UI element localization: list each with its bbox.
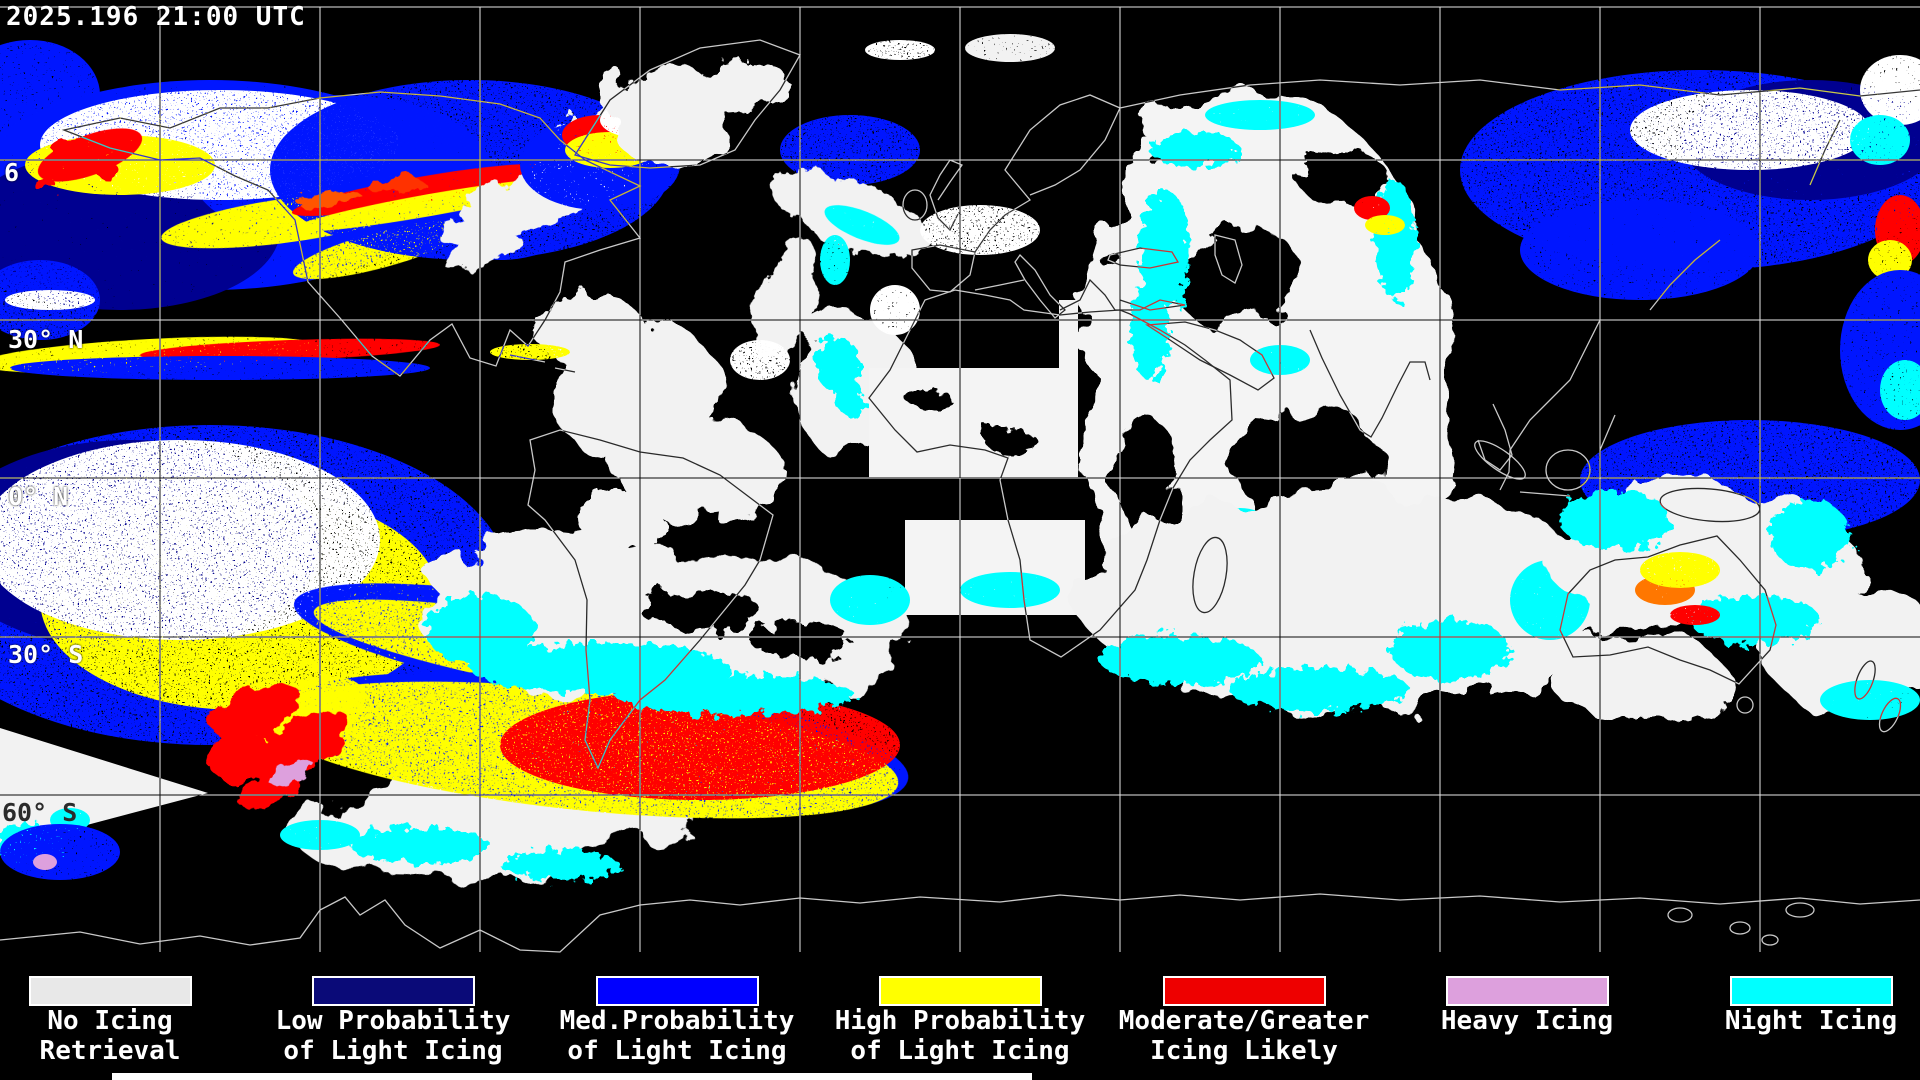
- legend-swatch-low-probability: [311, 976, 475, 1006]
- lat-label-30n: 30° N: [8, 325, 84, 354]
- coastlines: [0, 39, 1920, 953]
- legend-label-line1: Night Icing: [1724, 1006, 1898, 1036]
- legend-swatch-high-probability: [878, 976, 1042, 1006]
- legend-item-high-probability: High Probability of Light Icing: [810, 976, 1110, 1066]
- legend-label-line2: Retrieval: [39, 1036, 181, 1066]
- legend-swatch-heavy-icing: [1445, 976, 1609, 1006]
- legend-label-line1: No Icing: [47, 1006, 173, 1036]
- antarctica-coast: [0, 893, 1920, 953]
- icing-data-layer: [0, 34, 1920, 881]
- legend-label-line1: High Probability: [834, 1006, 1086, 1036]
- legend-label-line2: of Light Icing: [567, 1036, 787, 1066]
- grid-and-coastlines: [0, 6, 1920, 953]
- legend-item-no-icing: No Icing Retrieval: [0, 976, 260, 1066]
- lat-label-60s: 60° S: [2, 798, 78, 827]
- legend-label-line1: Med.Probability: [559, 1006, 795, 1036]
- lat-label-60n: 6: [4, 158, 20, 187]
- legend-label-line2: of Light Icing: [850, 1036, 1070, 1066]
- graticule: [0, 6, 1920, 952]
- lat-label-0n: 0° N: [8, 482, 69, 511]
- legend-item-moderate-greater: Moderate/Greater Icing Likely: [1094, 976, 1394, 1066]
- legend-swatch-moderate-greater: [1162, 976, 1326, 1006]
- legend-bar: No Icing Retrieval Low Probability of Li…: [0, 960, 1920, 1080]
- map-canvas: [0, 6, 1920, 953]
- legend-swatch-no-icing: [28, 976, 192, 1006]
- legend-item-heavy-icing: Heavy Icing: [1377, 976, 1677, 1036]
- legend-label-line1: Heavy Icing: [1440, 1006, 1614, 1036]
- legend-label-line1: Low Probability: [275, 1006, 511, 1036]
- legend-label-line2: of Light Icing: [283, 1036, 503, 1066]
- legend-item-night-icing: Night Icing: [1661, 976, 1920, 1036]
- legend-label-line2: Icing Likely: [1150, 1036, 1338, 1066]
- world-map: 2025.196 21:00 UTC 6 30° N 0° N 30° S 60…: [0, 2, 1920, 953]
- legend-swatch-night-icing: [1729, 976, 1893, 1006]
- timestamp-label: 2025.196 21:00 UTC: [6, 2, 306, 32]
- legend-item-med-probability: Med.Probability of Light Icing: [527, 976, 827, 1066]
- bottom-scroll-artifact-bar: [112, 1073, 1032, 1080]
- lat-label-30s: 30° S: [8, 640, 84, 669]
- legend-item-low-probability: Low Probability of Light Icing: [243, 976, 543, 1066]
- legend-label-line1: Moderate/Greater: [1118, 1006, 1370, 1036]
- legend-swatch-med-probability: [595, 976, 759, 1006]
